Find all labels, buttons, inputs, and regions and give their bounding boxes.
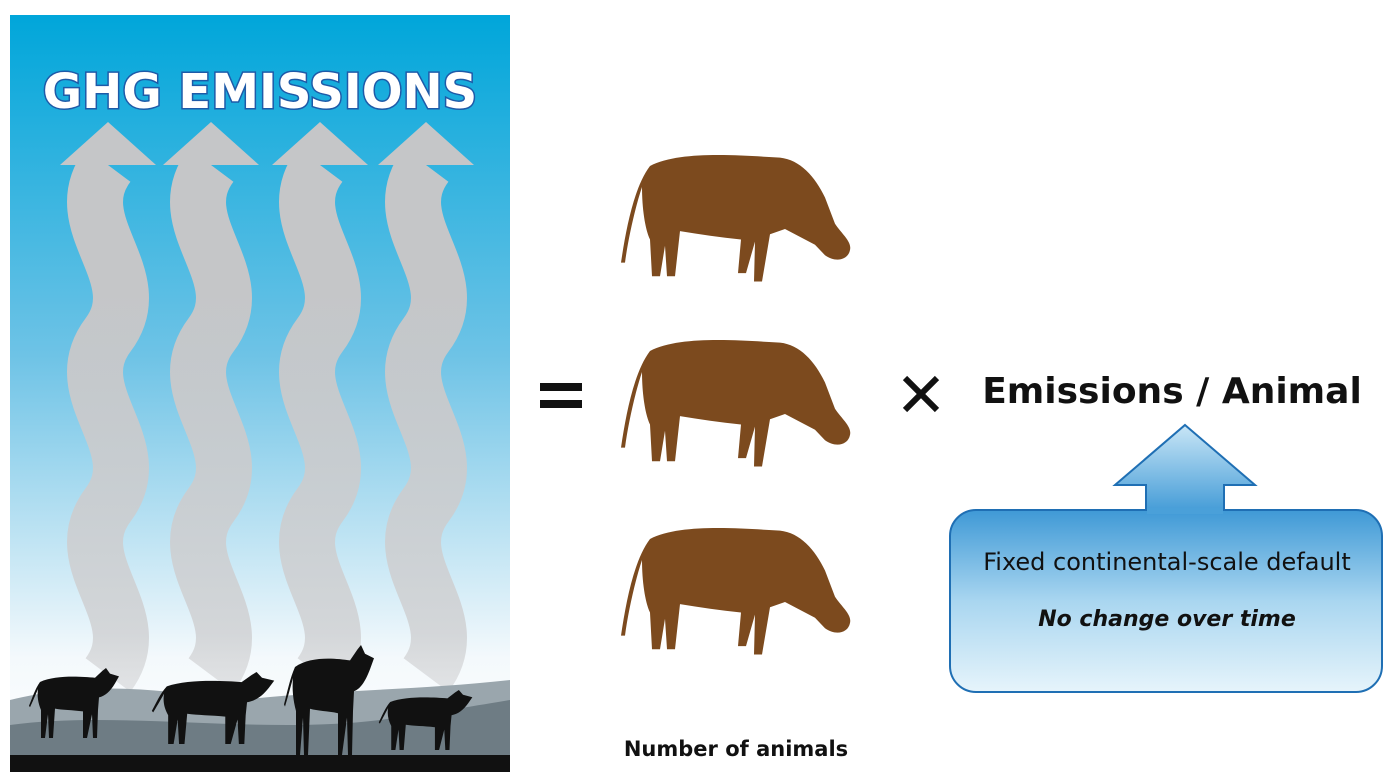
count-label: Number of animals bbox=[624, 737, 848, 761]
callout-line2: No change over time bbox=[1038, 607, 1296, 632]
times-sign bbox=[902, 375, 940, 413]
callout-line1: Fixed continental-scale default bbox=[983, 548, 1351, 576]
callout-join bbox=[1147, 508, 1223, 514]
equals-sign bbox=[540, 383, 582, 408]
panel-title: GHG EMISSIONS bbox=[43, 64, 477, 120]
factor-label: Emissions / Animal bbox=[982, 371, 1362, 412]
cow-silhouettes bbox=[10, 645, 510, 772]
animal-icons bbox=[621, 155, 851, 655]
smoke-arrows bbox=[60, 122, 474, 675]
hill-front bbox=[10, 700, 510, 772]
callout-box bbox=[949, 509, 1383, 693]
callout-arrow bbox=[1112, 423, 1258, 516]
